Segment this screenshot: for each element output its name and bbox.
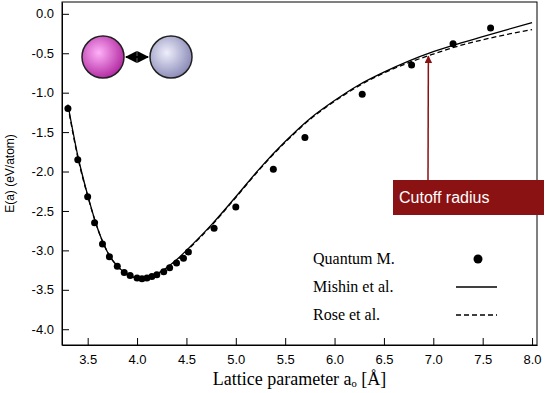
x-tick: 6.0: [326, 338, 344, 367]
legend-label: Rose et al.: [313, 306, 380, 323]
y-tick: -4.0: [32, 322, 69, 337]
legend-symbol: [456, 314, 497, 315]
scatter-series: [64, 25, 494, 283]
y-tick: -2.0: [32, 164, 69, 179]
x-tick-label: 7.0: [425, 352, 443, 367]
data-point: [211, 225, 218, 232]
x-tick: 8.0: [524, 338, 542, 367]
x-tick-label: 4.0: [129, 352, 147, 367]
y-axis-title: E(a) (eV/atom): [3, 134, 17, 213]
plot-area: [64, 23, 532, 283]
x-tick-label: 4.5: [178, 352, 196, 367]
y-tick-label: -3.5: [32, 282, 54, 297]
y-tick: -2.5: [32, 204, 69, 219]
x-tick: 5.0: [227, 338, 245, 367]
data-point: [487, 25, 494, 32]
y-tick: -1.0: [32, 85, 69, 100]
legend-symbol: [456, 286, 497, 287]
x-tick-mark: [483, 338, 484, 345]
data-point: [301, 134, 308, 141]
chart: 3.5 4.0 4.5 5.0 5.5 6.0 6.5 7.0 7.5 8.0 -4.0 -3.5 -3…: [0, 0, 546, 393]
y-tick-label: -3.0: [32, 243, 54, 258]
y-tick-label: -1.0: [32, 85, 54, 100]
x-tick: 7.0: [425, 338, 443, 367]
x-tick-label: 3.5: [79, 352, 97, 367]
x-tick-mark: [335, 338, 336, 345]
x-tick-label: 5.0: [227, 352, 245, 367]
y-tick-mark: [62, 250, 69, 251]
y-tick-mark: [62, 14, 69, 15]
y-axis: -4.0 -3.5 -3.0 -2.5 -2.0 -1.5 -1.0 -0.5 0.0: [32, 3, 69, 346]
y-tick: 0.0: [36, 6, 69, 21]
x-tick-label: 7.5: [474, 352, 492, 367]
x-tick-mark: [532, 338, 533, 345]
x-tick-mark: [186, 338, 187, 345]
atom-b: [150, 36, 192, 78]
y-tick: -3.0: [32, 243, 69, 258]
y-tick-mark: [62, 211, 69, 212]
x-tick: 5.5: [277, 338, 295, 367]
y-tick-label: -0.5: [32, 46, 54, 61]
y-tick-mark: [62, 290, 69, 291]
y-tick-mark: [62, 329, 69, 330]
y-tick: -3.5: [32, 282, 69, 297]
data-point: [232, 204, 239, 211]
y-tick: -0.5: [32, 46, 69, 61]
y-tick-label: -2.5: [32, 204, 54, 219]
legend-label: Mishin et al.: [313, 278, 393, 295]
legend-symbol: [474, 255, 483, 264]
y-tick-mark: [62, 172, 69, 173]
atom-a: [82, 36, 124, 78]
data-point: [270, 166, 277, 173]
x-tick: 7.5: [474, 338, 492, 367]
legend: Quantum M. Mishin et al. Rose et al.: [313, 250, 497, 323]
atom-arrow: [126, 56, 148, 58]
data-point: [359, 91, 366, 98]
series-line: [68, 23, 532, 278]
x-tick-mark: [433, 338, 434, 345]
x-tick-mark: [88, 338, 89, 345]
x-tick: 6.5: [375, 338, 393, 367]
x-tick: 4.5: [178, 338, 196, 367]
plot-frame: [62, 2, 537, 345]
x-tick: 4.0: [129, 338, 147, 367]
x-axis: 3.5 4.0 4.5 5.0 5.5 6.0 6.5 7.0 7.5 8.0: [63, 338, 542, 367]
annotation-box: [393, 180, 544, 215]
series-line: [68, 30, 532, 278]
x-tick-label: 5.5: [277, 352, 295, 367]
x-tick-label: 6.5: [375, 352, 393, 367]
x-tick-mark: [384, 338, 385, 345]
y-tick-mark: [62, 53, 69, 54]
x-tick-mark: [236, 338, 237, 345]
y-tick-mark: [62, 93, 69, 94]
y-tick: -1.5: [32, 125, 69, 140]
y-tick-label: -2.0: [32, 164, 54, 179]
x-tick-label: 6.0: [326, 352, 344, 367]
legend-label: Quantum M.: [313, 250, 395, 267]
annotation-text: Cutoff radius: [399, 189, 489, 206]
annotation-arrow: [427, 56, 429, 180]
y-tick-label: -1.5: [32, 125, 54, 140]
x-tick: 3.5: [79, 338, 97, 367]
x-tick-mark: [285, 338, 286, 345]
x-tick-mark: [137, 338, 138, 345]
x-tick-label: 8.0: [524, 352, 542, 367]
y-tick-mark: [62, 132, 69, 133]
y-tick-label: -4.0: [32, 322, 54, 337]
y-tick-label: 0.0: [36, 6, 54, 21]
x-axis-title: Lattice parameter aₒ [Å]: [213, 369, 387, 389]
